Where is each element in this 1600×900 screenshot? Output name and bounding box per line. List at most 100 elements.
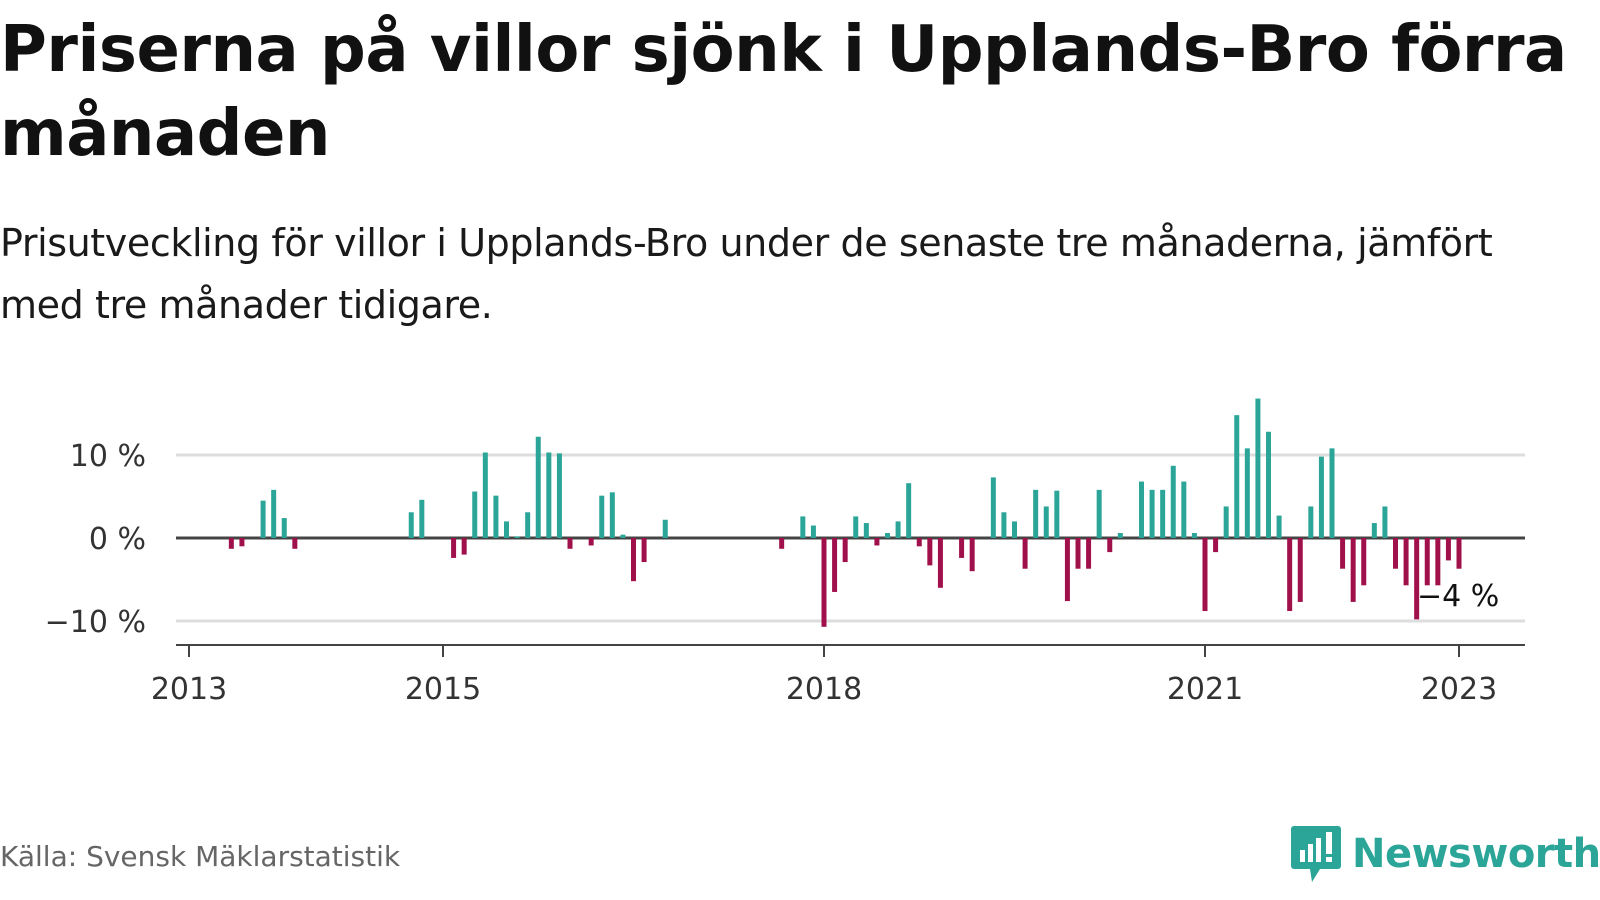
bar bbox=[260, 500, 266, 538]
y-tick-label: 0 % bbox=[89, 522, 146, 557]
x-tick-label: 2023 bbox=[1421, 672, 1497, 707]
bar bbox=[853, 516, 859, 538]
bar bbox=[885, 533, 890, 538]
bar bbox=[546, 452, 552, 538]
bar bbox=[1393, 538, 1398, 569]
bar bbox=[588, 538, 594, 546]
bar bbox=[990, 477, 996, 538]
y-tick-label: 10 % bbox=[70, 439, 146, 474]
x-axis: 2013 2015 2018 2021 2023 bbox=[151, 644, 1525, 707]
bar bbox=[641, 538, 647, 563]
newsworthy-bar-chart-icon bbox=[1291, 826, 1341, 882]
bar bbox=[504, 521, 509, 538]
bar bbox=[906, 483, 912, 538]
bar bbox=[959, 538, 965, 558]
bar bbox=[1160, 489, 1166, 538]
bar bbox=[800, 516, 806, 538]
bar bbox=[1350, 538, 1356, 602]
bar bbox=[535, 436, 541, 538]
bar bbox=[1191, 533, 1197, 538]
bar bbox=[1107, 538, 1113, 553]
bar bbox=[1403, 538, 1409, 586]
bar bbox=[937, 538, 943, 588]
bar bbox=[620, 534, 626, 538]
bar bbox=[419, 499, 425, 538]
bar bbox=[969, 538, 975, 572]
y-tick-label: −10 % bbox=[45, 605, 146, 640]
chart-title: Priserna på villor sjönk i Upplands-Bro … bbox=[0, 13, 1567, 171]
bar bbox=[916, 538, 922, 547]
bar bbox=[1329, 448, 1335, 538]
bar bbox=[461, 538, 467, 555]
bar bbox=[1181, 481, 1187, 538]
bar bbox=[482, 452, 488, 538]
bar bbox=[1033, 489, 1039, 538]
bar bbox=[874, 538, 880, 546]
x-tick-label: 2018 bbox=[786, 672, 862, 707]
source-note: Källa: Svensk Mäklarstatistik bbox=[0, 840, 401, 873]
bar bbox=[842, 538, 848, 563]
bar bbox=[1340, 538, 1346, 569]
bar bbox=[451, 538, 457, 558]
bar bbox=[1149, 489, 1155, 538]
bar-series bbox=[228, 398, 1462, 627]
bar bbox=[1170, 465, 1176, 538]
bar bbox=[1445, 538, 1451, 561]
x-tick-label: 2013 bbox=[151, 672, 227, 707]
bar-chart: 10 % 0 % −10 % 2013 2015 2018 2021 2023 −4 % bbox=[45, 398, 1525, 707]
bar bbox=[1318, 456, 1324, 538]
bar bbox=[1382, 506, 1388, 538]
logo-wordmark: Newsworthy bbox=[1352, 831, 1600, 877]
bar bbox=[1012, 521, 1017, 538]
bar bbox=[514, 536, 520, 538]
bar bbox=[1266, 431, 1271, 538]
bar bbox=[1361, 538, 1367, 586]
bar bbox=[1424, 538, 1430, 586]
x-tick-label: 2021 bbox=[1167, 672, 1243, 707]
y-axis: 10 % 0 % −10 % bbox=[45, 439, 146, 640]
bar bbox=[1308, 506, 1314, 538]
bar bbox=[556, 453, 562, 538]
bar bbox=[567, 538, 573, 549]
bar bbox=[292, 538, 298, 549]
bar bbox=[1244, 448, 1250, 538]
bar bbox=[779, 538, 785, 549]
bar bbox=[821, 538, 827, 627]
bar bbox=[810, 525, 816, 538]
bar bbox=[1297, 538, 1303, 602]
bar bbox=[228, 538, 234, 549]
bar bbox=[1435, 538, 1441, 586]
bar bbox=[1202, 538, 1208, 612]
bar bbox=[472, 491, 478, 538]
bar bbox=[525, 512, 531, 538]
bar bbox=[1022, 538, 1028, 569]
bar bbox=[493, 495, 499, 538]
bar bbox=[1213, 538, 1219, 553]
bar bbox=[1064, 538, 1070, 602]
bar bbox=[662, 519, 668, 538]
bar bbox=[1139, 481, 1144, 538]
chart-subtitle: Prisutveckling för villor i Upplands-Bro… bbox=[0, 221, 1493, 327]
bar bbox=[1117, 533, 1123, 538]
bar bbox=[1096, 489, 1102, 538]
bar bbox=[1276, 515, 1282, 538]
bar bbox=[408, 512, 414, 538]
bar bbox=[1414, 538, 1420, 620]
bar bbox=[1371, 523, 1377, 538]
x-tick-label: 2015 bbox=[405, 672, 481, 707]
newsworthy-logo: Newsworthy bbox=[1290, 822, 1600, 886]
bar bbox=[631, 538, 636, 582]
bar bbox=[1234, 415, 1240, 538]
bar bbox=[895, 521, 901, 538]
bar bbox=[863, 523, 869, 538]
bar bbox=[1223, 506, 1229, 538]
bar bbox=[1255, 398, 1261, 538]
bar bbox=[1054, 490, 1060, 538]
bar bbox=[271, 489, 277, 538]
bar bbox=[1086, 538, 1092, 569]
bar bbox=[1043, 506, 1049, 538]
bar bbox=[1287, 538, 1293, 612]
bar bbox=[281, 518, 287, 538]
bar bbox=[832, 538, 838, 592]
bar bbox=[1456, 538, 1462, 569]
